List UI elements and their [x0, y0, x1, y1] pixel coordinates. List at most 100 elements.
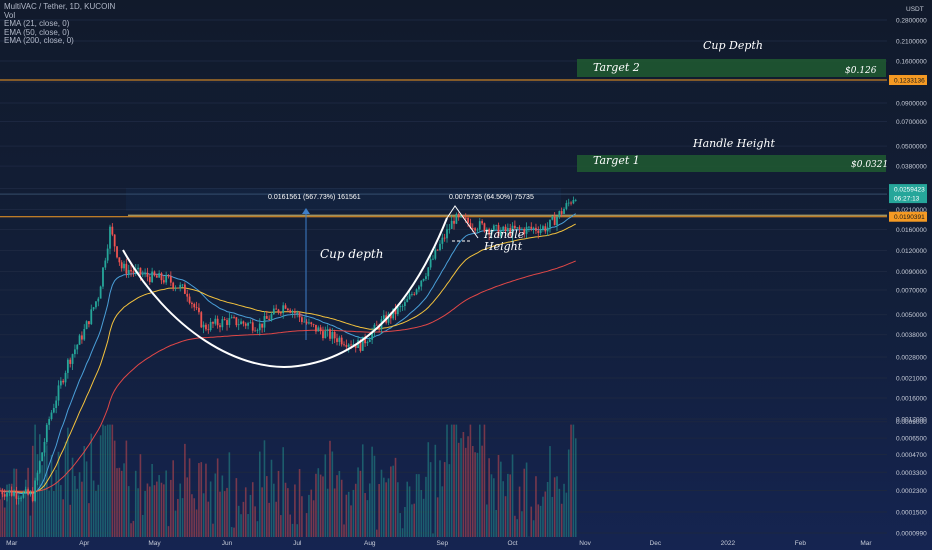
candle [457, 212, 460, 221]
cup-curve[interactable] [122, 217, 448, 368]
candle [450, 215, 453, 229]
volume-bar [532, 520, 535, 537]
target-2-box[interactable] [577, 59, 886, 77]
price-axis-label: 0.0000990 [896, 531, 927, 538]
candle [375, 320, 378, 326]
candle [525, 222, 528, 239]
candle [474, 227, 476, 235]
candle [298, 311, 301, 322]
volume-bar [266, 476, 268, 537]
volume-bar [151, 463, 153, 537]
candle [535, 223, 537, 235]
cup-measure-arrowhead [302, 208, 310, 214]
handle-line[interactable] [446, 205, 479, 239]
volume-bar [160, 482, 163, 537]
candle [352, 339, 355, 346]
candle [71, 353, 74, 370]
candle [406, 295, 409, 303]
target-1-value: $0.0321 [851, 160, 888, 170]
candle [565, 200, 568, 211]
candle [233, 315, 235, 319]
volume-bar [273, 483, 275, 537]
price-axis-label: 0.0160000 [896, 227, 927, 234]
volume-bar [326, 488, 329, 537]
candle [198, 303, 200, 315]
price-axis-unit: USDT [906, 6, 924, 13]
volume-bar [289, 514, 292, 537]
candle [570, 201, 572, 206]
volume-bar [20, 496, 22, 537]
volume-bar [282, 447, 284, 537]
legend-ema-200[interactable]: EMA (200, close, 0) [4, 36, 74, 46]
time-axis-label: Jul [293, 540, 302, 547]
volume-bar [572, 424, 575, 537]
candle [36, 470, 39, 486]
candle [174, 285, 177, 292]
candle [521, 227, 523, 230]
candle [345, 339, 348, 351]
candle [478, 217, 481, 233]
candle [506, 223, 509, 236]
volume-bar [366, 500, 369, 537]
volume-bar [448, 464, 451, 537]
volume-bar [256, 521, 259, 537]
volume-bar [207, 501, 210, 537]
legend-ema-50[interactable]: EMA (50, close, 0) [4, 27, 70, 37]
candle [282, 302, 285, 319]
volume-bar [460, 438, 462, 537]
volume-bar [420, 490, 423, 537]
candle [329, 327, 331, 342]
candle [99, 285, 102, 299]
volume-bar [329, 440, 331, 537]
time-axis[interactable]: Mar Apr May Jun Jul Aug Sep Oct Nov Dec 2022 Feb Mar [6, 540, 872, 547]
volume-bar [375, 529, 378, 537]
legend-ema-21[interactable]: EMA (21, close, 0) [4, 19, 70, 29]
price-axis-label: 0.0028000 [896, 354, 927, 361]
volume-bar [78, 472, 81, 537]
candle [310, 321, 313, 327]
candle [116, 245, 118, 259]
candle [3, 489, 6, 501]
volume-bar [38, 434, 41, 537]
candle [90, 304, 93, 325]
candle [214, 315, 217, 326]
volume-bar [146, 483, 149, 537]
candle [427, 267, 430, 280]
candle [286, 307, 289, 313]
volume-bar [27, 467, 29, 537]
legend-symbol[interactable]: MultiVAC / Tether, 1D, KUCOIN [4, 2, 116, 11]
volume-bar [399, 513, 402, 537]
candle [20, 495, 22, 502]
candle [504, 224, 507, 237]
volume-bar [141, 514, 144, 537]
volume-bar [254, 506, 256, 537]
time-axis-label: May [148, 540, 161, 547]
candle [153, 270, 156, 277]
volume-bar [247, 514, 249, 537]
volume-bar [41, 465, 43, 537]
volume-bar [530, 506, 533, 537]
volume-bar [507, 473, 509, 537]
volume-bar [404, 507, 406, 537]
candle [497, 222, 500, 238]
candle [476, 227, 479, 234]
candle [95, 301, 97, 310]
price-axis-label: 0.0210000 [896, 207, 927, 214]
target-1-box[interactable] [577, 155, 886, 172]
volume-bar [55, 469, 57, 537]
volume-bar [275, 501, 277, 537]
time-axis-label: Nov [579, 540, 591, 547]
legend-volume[interactable]: Vol [4, 10, 16, 20]
candle [343, 341, 345, 347]
cup-measure-box[interactable] [126, 188, 561, 211]
volume-bar [244, 487, 247, 537]
volume-bar [450, 424, 453, 537]
candle [340, 335, 343, 347]
volume-bar [514, 515, 516, 537]
price-axis-label: 0.0900000 [896, 101, 927, 108]
price-axis[interactable]: USDT 0.28000000.21000000.16000000.120000… [896, 6, 927, 538]
volume-bar [10, 483, 13, 537]
price-badge-label: 0.1233136 [894, 78, 925, 85]
candle [542, 224, 544, 232]
price-badges: 0.1233136 0.0259423 06:27:13 0.0190391 [889, 75, 927, 222]
